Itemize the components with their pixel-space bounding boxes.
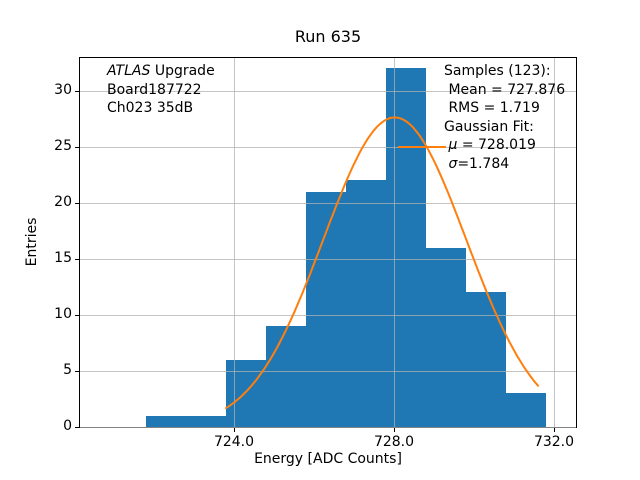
- x-axis-label: Energy [ADC Counts]: [254, 451, 402, 467]
- annotation-line: Mean = 727.876: [444, 81, 565, 100]
- grid-lines-layer: [80, 58, 576, 428]
- x-tick-mark: [234, 428, 235, 432]
- histogram-bar: [386, 68, 426, 427]
- annotation-text: Ch023 35dB: [107, 100, 194, 116]
- annotation-line: Ch023 35dB: [107, 99, 215, 118]
- gaussian-fit-curve: [225, 116, 539, 410]
- annotation-line: ATLAS Upgrade: [107, 62, 215, 81]
- y-tick-mark: [75, 202, 79, 204]
- y-tick-mark: [75, 314, 79, 316]
- histogram-bar: [426, 247, 466, 427]
- gridline-vertical: [394, 58, 395, 427]
- y-tick-mark: [75, 370, 79, 372]
- histogram-bar: [186, 415, 226, 427]
- x-tick-label: 724.0: [213, 434, 255, 450]
- annotation-line: μ = 728.019: [444, 136, 565, 155]
- y-tick-label: 20: [54, 193, 72, 210]
- gridline-vertical: [554, 58, 555, 427]
- y-tick-label: 15: [54, 249, 72, 266]
- gaussian-curve-path: [225, 116, 539, 410]
- annotation-line: σ=1.784: [444, 155, 565, 174]
- x-tick-mark: [394, 428, 395, 432]
- chart-title: Run 635: [294, 27, 362, 46]
- y-tick-label: 5: [63, 361, 72, 378]
- y-tick-label: 10: [54, 305, 72, 322]
- annotation-text: Samples (123):: [444, 63, 551, 79]
- gridline-horizontal: [80, 90, 576, 92]
- annotation-line: Gaussian Fit:: [444, 118, 565, 137]
- y-tick-label: 0: [63, 418, 72, 434]
- annotation-italic-text: μ: [448, 137, 458, 153]
- histogram-bar: [146, 415, 186, 427]
- y-tick-mark: [75, 90, 79, 92]
- gaussian-fit-legend-line: [398, 146, 446, 148]
- y-tick-label: 25: [54, 137, 72, 154]
- annotation-detector-info: ATLAS Upgrade Board187722 Ch023 35dB: [107, 62, 215, 118]
- x-tick-label: 728.0: [373, 434, 415, 450]
- annotation-text: Gaussian Fit:: [444, 118, 534, 135]
- gridline-horizontal: [80, 370, 576, 372]
- annotation-line: Samples (123):: [444, 62, 565, 81]
- gridline-horizontal: [80, 314, 576, 316]
- gridline-horizontal: [80, 258, 576, 260]
- annotation-text: Board187722: [107, 81, 202, 98]
- histogram-bar: [506, 393, 546, 427]
- x-tick-label: 732.0: [533, 434, 575, 450]
- gridline-horizontal: [80, 202, 576, 204]
- annotation-line: RMS = 1.719: [444, 99, 565, 118]
- histogram-bar: [346, 180, 386, 427]
- annotation-line: Board187722: [107, 81, 215, 100]
- plot-area: ATLAS Upgrade Board187722 Ch023 35dB Sampl…: [79, 57, 577, 428]
- annotation-text: RMS = 1.719: [444, 100, 540, 116]
- gridline-vertical: [234, 58, 235, 427]
- annotation-text: Upgrade: [150, 63, 215, 79]
- gridline-horizontal: [80, 146, 576, 148]
- y-tick-mark: [75, 146, 79, 148]
- histogram-bar: [266, 326, 306, 427]
- annotation-text: = 728.019: [457, 137, 536, 153]
- annotation-italic-text: σ: [448, 155, 458, 172]
- annotation-fit-stats: Samples (123): Mean = 727.876 RMS = 1.71…: [444, 62, 565, 173]
- histogram-bars-layer: [80, 58, 576, 427]
- annotation-text: Mean = 727.876: [444, 81, 566, 98]
- y-tick-mark: [75, 258, 79, 260]
- annotation-text: =1.784: [457, 155, 510, 172]
- annotation-italic-text: ATLAS: [107, 63, 151, 79]
- y-tick-label: 30: [54, 81, 72, 98]
- y-tick-mark: [75, 427, 79, 428]
- x-tick-mark: [554, 428, 555, 432]
- gridline-horizontal: [80, 427, 576, 428]
